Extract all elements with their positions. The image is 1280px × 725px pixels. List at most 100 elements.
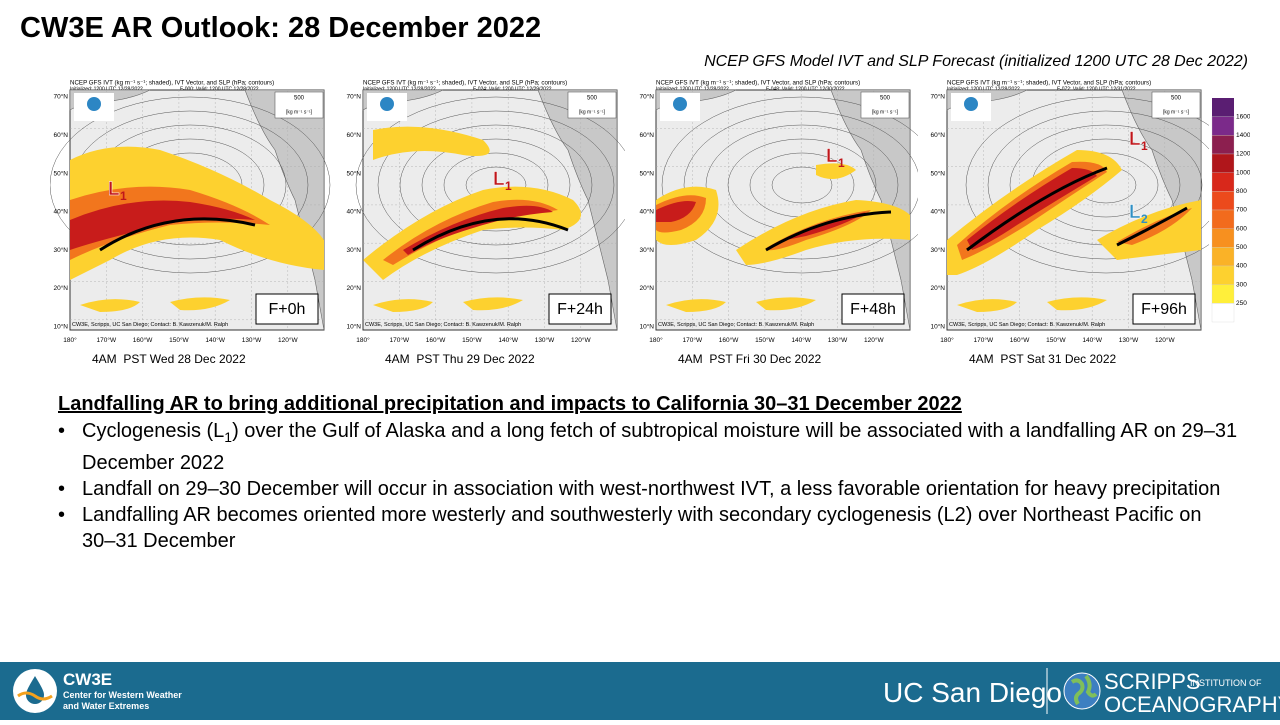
lat-label: 30°N: [346, 246, 361, 254]
heading: Landfalling AR to bring additional preci…: [58, 393, 962, 415]
colorbar-top: [1212, 98, 1234, 117]
logo-icon: [87, 97, 101, 111]
slp-contour: [987, 110, 1209, 260]
lat-label: 70°N: [639, 93, 654, 101]
brand: CW3E: [63, 670, 112, 689]
map: 500 [kg m⁻¹ s⁻¹] L 1 CW3E, Scripps, UC San D…: [355, 89, 625, 331]
tropical-ivt: [666, 297, 816, 312]
lon-label: 130°W: [1119, 336, 1139, 344]
lat-label: 20°N: [346, 284, 361, 292]
bullet-text: Cyclogenesis (L: [82, 420, 225, 442]
vector-key-unit: [kg m⁻¹ s⁻¹]: [872, 109, 899, 115]
lat-label: 70°N: [346, 93, 361, 101]
map-panel: NCEP GFS IVT (kg m⁻¹ s⁻¹; shaded), IVT V…: [930, 80, 1209, 344]
bullet-text: Landfalling AR becomes oriented more wes…: [82, 504, 1202, 552]
lon-label: 180°: [356, 336, 370, 344]
lon-label: 140°W: [205, 336, 225, 344]
lat-label: 10°N: [53, 323, 68, 331]
slp-contour: [771, 166, 833, 204]
lon-label: 180°: [63, 336, 77, 344]
colorbar-label: 500: [1236, 244, 1247, 251]
lat-label: 60°N: [53, 131, 68, 139]
colorbar-swatch: [1211, 172, 1235, 192]
slp-contour: [399, 124, 593, 246]
lon-label: 140°W: [498, 336, 518, 344]
vector-key-unit: [kg m⁻¹ s⁻¹]: [579, 109, 606, 115]
slp-contour: [377, 110, 615, 260]
bullet: Landfall on 29–30 December will occur in…: [58, 476, 1238, 502]
lon-label: 130°W: [242, 336, 262, 344]
map-valid: F-048: Valid: 1200 UTC 12/30/2022: [766, 86, 845, 92]
colorbar-swatch: [1211, 247, 1235, 267]
lat-label: 40°N: [346, 208, 361, 216]
lon-label: 180°: [940, 336, 954, 344]
map-product: NCEP GFS IVT (kg m⁻¹ s⁻¹; shaded), IVT V…: [947, 80, 1151, 87]
vector-key-unit: [kg m⁻¹ s⁻¹]: [1163, 109, 1190, 115]
vector-key: [567, 91, 617, 119]
vector-key-value: 500: [880, 96, 891, 102]
bullet: Landfalling AR becomes oriented more wes…: [58, 502, 1238, 554]
lon-label: 120°W: [1155, 336, 1175, 344]
forecast-hour: F+24h: [557, 301, 603, 318]
colorbar-swatch: [1211, 284, 1235, 304]
footer: CW3E Center for Western Weather and Wate…: [0, 662, 1280, 720]
lat-label: 40°N: [930, 208, 945, 216]
vector-key-value: 500: [294, 96, 305, 102]
ivt-300: [947, 150, 1201, 275]
ivt-1000: [403, 205, 553, 255]
lon-label: 160°W: [426, 336, 446, 344]
slp-contour: [683, 110, 918, 260]
caption: 4AM PST Wed 28 Dec 2022: [92, 352, 246, 366]
vector-key: [860, 91, 910, 119]
logo-icon: [380, 97, 394, 111]
lon-label: 150°W: [462, 336, 482, 344]
scripps: SCRIPPS: [1104, 669, 1201, 694]
slp-contour: [421, 138, 571, 232]
map-init: Initialized: 1200 UTC 12/28/2022: [656, 86, 729, 92]
colorbar-label: 700: [1236, 207, 1247, 214]
text-body: Landfalling AR to bring additional preci…: [58, 393, 1238, 554]
forecast-box: [1132, 293, 1196, 325]
lat-label: 40°N: [639, 208, 654, 216]
forecast-hour: F+48h: [850, 301, 896, 318]
ivt-1000: [70, 200, 255, 250]
lat-label: 10°N: [930, 323, 945, 331]
colorbar-label: 1000: [1236, 169, 1250, 176]
colorbar-label: 250: [1236, 300, 1247, 307]
lat-label: 20°N: [639, 284, 654, 292]
colorbar-swatch: [1211, 228, 1235, 248]
lon-label: 170°W: [974, 336, 994, 344]
low-label: L: [108, 179, 120, 200]
map-product: NCEP GFS IVT (kg m⁻¹ s⁻¹; shaded), IVT V…: [656, 80, 860, 87]
bullet-text: ) over the Gulf of Alaska and a long fet…: [82, 420, 1238, 474]
credit: CW3E, Scripps, UC San Diego; Contact: B.…: [72, 322, 228, 328]
lat-label: 30°N: [53, 246, 68, 254]
logo-wave: [17, 691, 53, 701]
lon-label: 150°W: [1046, 336, 1066, 344]
caption: 4AM PST Sat 31 Dec 2022: [969, 352, 1117, 366]
lon-label: 170°W: [390, 336, 410, 344]
lat-label: 50°N: [639, 169, 654, 177]
lon-label: 140°W: [1082, 336, 1102, 344]
lat-label: 60°N: [930, 131, 945, 139]
colorbar-swatch: [1211, 303, 1235, 323]
low-label: L: [493, 169, 505, 190]
slide-title: CW3E AR Outlook: 28 December 2022: [20, 12, 542, 44]
lon-label: 120°W: [864, 336, 884, 344]
caption: 4AM PST Fri 30 Dec 2022: [678, 352, 822, 366]
lon-label: 170°W: [683, 336, 703, 344]
colorbar-swatch: [1211, 153, 1235, 173]
slp-contour: [355, 96, 625, 274]
lat-label: 30°N: [930, 246, 945, 254]
map-valid: F-072: Valid: 1200 UTC 12/31/2022: [1057, 86, 1136, 92]
lat-label: 50°N: [346, 169, 361, 177]
globe-land: [1070, 674, 1098, 706]
slp-contour: [50, 96, 331, 274]
logo-icon: [964, 97, 978, 111]
land: [830, 89, 911, 331]
lon-label: 160°W: [1010, 336, 1030, 344]
bullet-text: Landfall on 29–30 December will occur in…: [82, 478, 1221, 500]
ar-arrow: [966, 166, 1188, 252]
lon-label: 120°W: [571, 336, 591, 344]
